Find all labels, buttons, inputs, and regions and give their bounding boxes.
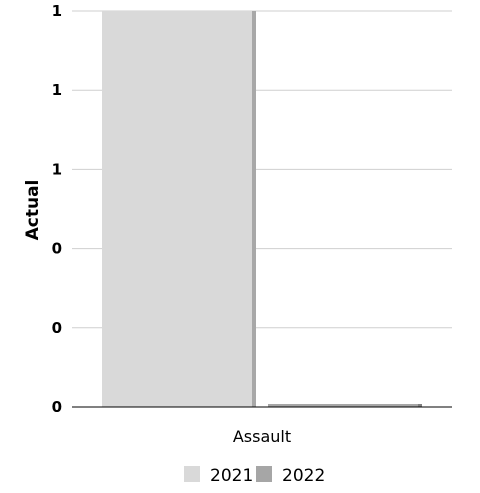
bar-side-2022 [418, 404, 422, 407]
y-tick-label: 1 [52, 2, 62, 20]
legend-swatch-2021 [184, 466, 200, 482]
y-tick-labels: 0 0 0 1 1 1 [52, 2, 62, 416]
legend-swatch-2022 [256, 466, 272, 482]
legend: 2021 2022 [184, 466, 325, 486]
legend-label-2021: 2021 [210, 466, 253, 486]
y-tick-label: 0 [52, 398, 62, 416]
bar-2021 [102, 11, 256, 407]
bar-side-2021 [252, 11, 256, 407]
y-tick-label: 1 [52, 81, 62, 99]
bars [102, 11, 422, 407]
y-axis-title: Actual [23, 180, 43, 241]
bar-2022 [268, 404, 422, 407]
y-tick-label: 0 [52, 240, 62, 258]
y-tick-label: 1 [52, 160, 62, 178]
y-tick-label: 0 [52, 319, 62, 337]
category-label: Assault [233, 427, 291, 446]
category-labels: Assault [233, 427, 291, 446]
legend-label-2022: 2022 [282, 466, 325, 486]
